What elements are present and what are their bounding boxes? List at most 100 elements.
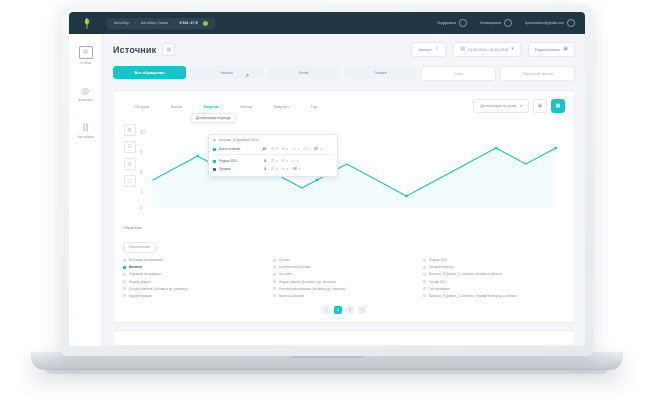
top-right-menu: Поддержка Оповещения bykovvasko@gmail.co… xyxy=(437,19,575,27)
metric-chat: ▱ 1 xyxy=(303,147,309,152)
legend-swatch xyxy=(423,280,426,284)
period-quarter[interactable]: Квартал xyxy=(274,103,289,109)
period-yesterday[interactable]: Вчера xyxy=(170,103,182,109)
legend-label: Визитка_Я.Директ_G.Adwords_Нижний Новгор… xyxy=(429,293,518,298)
sidebar-item-reports[interactable]: ▤ Отчеты xyxy=(69,46,102,65)
list-item[interactable]: Google Adwords (Москва и др. регионы) xyxy=(123,287,265,291)
breadcrumb-separator-2: › xyxy=(173,21,175,25)
sidebar-item-settings[interactable]: ⫿⫿ Настройки xyxy=(69,122,102,139)
metric-count: 1 xyxy=(296,159,299,163)
legend-label: Яндекс.Директ (Москва и др. регионы) xyxy=(279,279,337,284)
chart-card: Сегодня Вчера Неделя Детализация периода… xyxy=(113,90,575,323)
svg-text:3: 3 xyxy=(140,190,143,196)
date-range-picker[interactable]: ▤ 21.09.2019 - 01.01.2019 ▾ xyxy=(453,42,521,57)
dashboard-icon[interactable]: ▤ xyxy=(123,124,136,136)
series-name: Прямые xyxy=(219,167,232,171)
detail-granularity-select[interactable]: Детализация по дням ▾ xyxy=(473,99,529,113)
bell-circle-icon xyxy=(504,19,513,27)
bar-chart-icon[interactable]: ▥ xyxy=(123,158,136,170)
series-value: 10 xyxy=(262,147,266,151)
notifications-menu-item[interactable]: Оповещения xyxy=(480,19,513,27)
metric-form: ▭ 1 xyxy=(282,167,289,172)
list-item[interactable]: Все виды цитирований xyxy=(123,258,265,262)
period-today[interactable]: Сегодня xyxy=(134,103,149,109)
edit-button[interactable]: Редактировать ▣ xyxy=(527,42,575,57)
legend-column-2: Прочие Контекстная реклама На сайте Янде… xyxy=(273,258,415,298)
chevron-down-icon: ▾ xyxy=(511,46,514,52)
period-month[interactable]: Месяц xyxy=(240,103,252,109)
table-view-icon[interactable]: ▣ xyxy=(533,99,547,113)
tab-label: Все обращения xyxy=(134,70,165,75)
tab-all-requests[interactable]: Все обращения xyxy=(113,66,186,79)
period-week[interactable]: Неделя Детализация периода xyxy=(190,103,236,123)
legend-label: Все виды цитирований xyxy=(129,258,164,262)
chart-view-icon[interactable]: ▦ xyxy=(551,99,565,113)
leaf-logo-icon[interactable] xyxy=(79,15,95,31)
list-item[interactable]: Яндекс SEO xyxy=(423,258,565,262)
laptop-shadow xyxy=(46,369,608,374)
tab-label: Звонки xyxy=(220,70,233,75)
page-button-2[interactable]: 2 xyxy=(334,305,342,314)
sidebar-item-finance[interactable]: ◎ Финансы xyxy=(69,85,102,102)
breadcrumb-item-1[interactable]: АвтоМир Химки xyxy=(140,21,169,25)
breadcrumb-item-0[interactable]: АвтоМир xyxy=(114,21,130,25)
page-button-3[interactable]: 3 xyxy=(346,305,354,314)
list-item[interactable]: Яндекс.Директ (Москва и др. регионы) xyxy=(273,280,415,284)
list-item[interactable]: Подписка менеджера xyxy=(123,272,265,276)
list-icon[interactable]: ☰ xyxy=(123,141,136,153)
list-item[interactable]: Визитка_Я.Директ_G.Adwords_Нижний Новгор… xyxy=(423,294,565,298)
list-item[interactable]: Прочие xyxy=(273,258,415,262)
report-icon: ▤ xyxy=(78,46,93,59)
breadcrumb-separator: › xyxy=(134,21,136,25)
document-icon[interactable]: ▢ xyxy=(123,175,136,187)
metric-count: 1 xyxy=(286,159,289,163)
list-item[interactable]: Прямой переход xyxy=(423,265,565,269)
support-menu-item[interactable]: Поддержка xyxy=(437,19,467,27)
page-button-1[interactable]: 1 xyxy=(322,305,330,314)
svg-text:12: 12 xyxy=(140,130,146,136)
svg-text:0: 0 xyxy=(140,206,143,212)
breadcrumb[interactable]: АвтоМир › АвтоМир Химки › 9 541. 67 ₽ xyxy=(107,17,215,29)
list-item[interactable]: Визитка xyxy=(123,265,265,269)
list-item[interactable]: Контекстная реклама xyxy=(273,265,415,269)
legend-columns: Все виды цитирований Визитка Подписка ме… xyxy=(123,258,565,298)
legend-swatch xyxy=(423,265,426,269)
calendar-icon[interactable]: ▦ xyxy=(162,43,176,56)
legend-label: Подписка менеджера xyxy=(129,272,161,277)
edit-square-icon: ▣ xyxy=(563,46,568,52)
reset-all-button[interactable]: Сбросить все xyxy=(123,241,156,253)
legend-swatch xyxy=(273,294,276,298)
chart-area: ▤ ☰ ▥ ▢ 12 9 6 3 xyxy=(123,120,565,216)
tab-email[interactable]: Email xyxy=(267,66,340,79)
metric-phone: ✆ 2 xyxy=(271,167,278,172)
list-item[interactable]: Контекстная реклама (Москва и др. регион… xyxy=(273,287,415,291)
user-menu-item[interactable]: bykovvasko@gmail.com xyxy=(525,19,575,27)
metric-group: ✆ 2 ▭ 1 ☎ 1 xyxy=(271,167,301,172)
tooltip-date-row: ▤ Вторник, 10 декабря 2019 г. xyxy=(213,138,333,142)
tab-label: Чаты xyxy=(453,71,464,76)
list-item[interactable]: Яндекс.Директ xyxy=(123,280,265,284)
tab-applications[interactable]: Заявки xyxy=(344,66,417,79)
list-item[interactable]: Визитка_Я.Директ_G.Adwords_Москва и обла… xyxy=(423,272,565,276)
period-label: Неделя xyxy=(203,103,219,109)
top-navigation-bar: АвтоМир › АвтоМир Химки › 9 541. 67 ₽ По… xyxy=(69,12,585,34)
finance-icon: ◎ xyxy=(82,85,89,95)
list-item[interactable]: Тестирование xyxy=(423,287,565,291)
export-button[interactable]: Экспорт ⇩ xyxy=(411,42,447,57)
list-item[interactable]: На сайте xyxy=(273,272,415,276)
line-chart-plot[interactable]: 12 9 6 3 0 xyxy=(136,120,565,216)
metric-phone: ✆ 3 xyxy=(271,159,278,164)
calendar-icon: ▤ xyxy=(460,46,466,52)
period-year[interactable]: Год xyxy=(310,103,317,109)
list-item[interactable]: Визитка Adwords xyxy=(273,294,415,298)
tab-calls[interactable]: Звонки ➚ xyxy=(190,66,263,79)
list-item[interactable]: Google SEO xyxy=(423,280,565,284)
page-button-4[interactable]: 4 xyxy=(358,305,366,314)
tooltip-date: Вторник, 10 декабря 2019 г. xyxy=(219,138,260,142)
list-item[interactable]: Лидогенерация xyxy=(123,294,265,298)
tab-chats[interactable]: Чаты xyxy=(421,66,496,81)
legend-swatch xyxy=(123,258,126,262)
legend-label: Лидогенерация xyxy=(129,293,152,298)
tab-callback[interactable]: Обратный звонок xyxy=(500,66,575,81)
